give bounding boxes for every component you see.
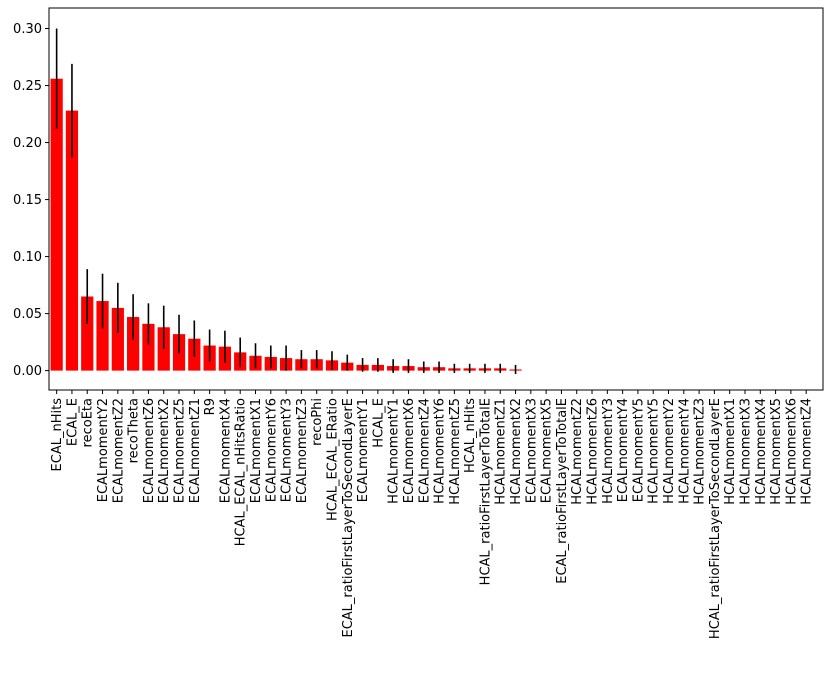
x-tick-label: ECALmomentY4 [616,398,631,502]
x-tick-label: ECALmomentZ2 [111,398,126,503]
x-tick-label: HCAL_E [371,398,386,448]
bar [96,301,109,371]
x-tick-label: ECALmomentX4 [218,398,233,503]
x-tick-label: HCALmomentY1 [387,398,402,504]
x-tick-label: HCALmomentY6 [433,398,448,504]
x-tick-label: HCALmomentZ6 [586,398,601,505]
y-tick-label: 0.20 [13,136,42,151]
x-tick-label: ECAL_ratioFirstLayerToTotalE [555,398,570,584]
x-tick-label: HCALmomentX2 [509,398,524,505]
x-tick-label: ECALmomentX5 [540,398,555,503]
x-tick-label: HCALmomentX4 [754,398,769,505]
plot-frame [48,7,824,391]
x-tick-label: HCALmomentX5 [769,398,784,505]
error-bars-group [55,28,517,375]
x-tick-label: recoEta [81,398,96,447]
x-tick-label: HCALmomentY2 [662,398,677,504]
x-tick-label: ECALmomentY6 [264,398,279,502]
x-tick-label: ECALmomentX3 [524,398,539,503]
x-tick-label: HCALmomentZ2 [570,398,585,505]
x-tick-label: HCAL_ratioFirstLayerToSecondLayerE [708,398,723,639]
x-tick-label: HCALmomentZ5 [448,398,463,505]
y-tick-label: 0.25 [13,79,42,94]
x-tick-label: HCALmomentY5 [647,398,662,504]
y-tick-label: 0.10 [13,250,42,265]
x-tick-label: ECAL_nHits [50,398,65,472]
x-tick-label: ECALmomentY5 [631,398,646,502]
x-tick-label: ECALmomentY1 [356,398,371,502]
x-tick-label: ECALmomentX2 [157,398,172,503]
x-tick-label: recoPhi [310,398,325,446]
x-tick-label: HCAL_ECAL_ERatio [325,398,340,521]
x-tick-label: ECALmomentZ1 [188,398,203,503]
bar [127,317,140,371]
x-axis: ECAL_nHits ECAL_E recoEta ECALmomentY2 ECALm… [50,390,815,639]
x-tick-label: ECALmomentZ3 [295,398,310,503]
x-tick-label: ECALmomentX6 [402,398,417,503]
x-tick-label: ECALmomentY2 [96,398,111,502]
y-tick-label: 0.30 [13,22,42,37]
x-tick-label: HCALmomentX3 [738,398,753,505]
x-tick-label: HCALmomentZ4 [800,398,815,505]
bars-group [50,78,522,371]
x-tick-label: R9 [203,398,218,415]
bar [142,323,155,371]
x-tick-label: HCAL_ECAL_nHitsRatio [234,398,249,546]
x-tick-label: HCAL_nHits [463,398,478,473]
x-tick-label: recoTheta [127,398,142,463]
x-tick-label: HCALmomentZ1 [494,398,509,505]
x-tick-label: ECALmomentZ5 [173,398,188,503]
y-tick-label: 0.15 [13,193,42,208]
x-tick-label: HCALmomentY4 [677,398,692,504]
bar [111,307,124,371]
x-tick-label: ECAL_ratioFirstLayerToSecondLayerE [341,398,356,638]
y-axis: 0.00 0.05 0.10 0.15 0.20 0.25 0.30 [13,22,49,379]
x-tick-label: HCALmomentX1 [723,398,738,505]
x-tick-label: ECALmomentX1 [249,398,264,503]
y-tick-label: 0.05 [13,307,42,322]
x-tick-label: ECALmomentZ4 [417,398,432,503]
bar [65,110,79,371]
x-tick-label: HCALmomentY3 [601,398,616,504]
bar [50,78,63,371]
x-tick-label: ECAL_E [65,398,80,446]
bar [81,296,94,371]
x-tick-label: HCALmomentZ3 [693,398,708,505]
x-tick-label: HCAL_ratioFirstLayerToTotalE [478,398,493,585]
x-tick-label: ECALmomentZ6 [142,398,157,503]
y-tick-label: 0.00 [13,364,42,379]
x-tick-label: HCALmomentX6 [784,398,799,505]
x-tick-label: ECALmomentY3 [280,398,295,502]
